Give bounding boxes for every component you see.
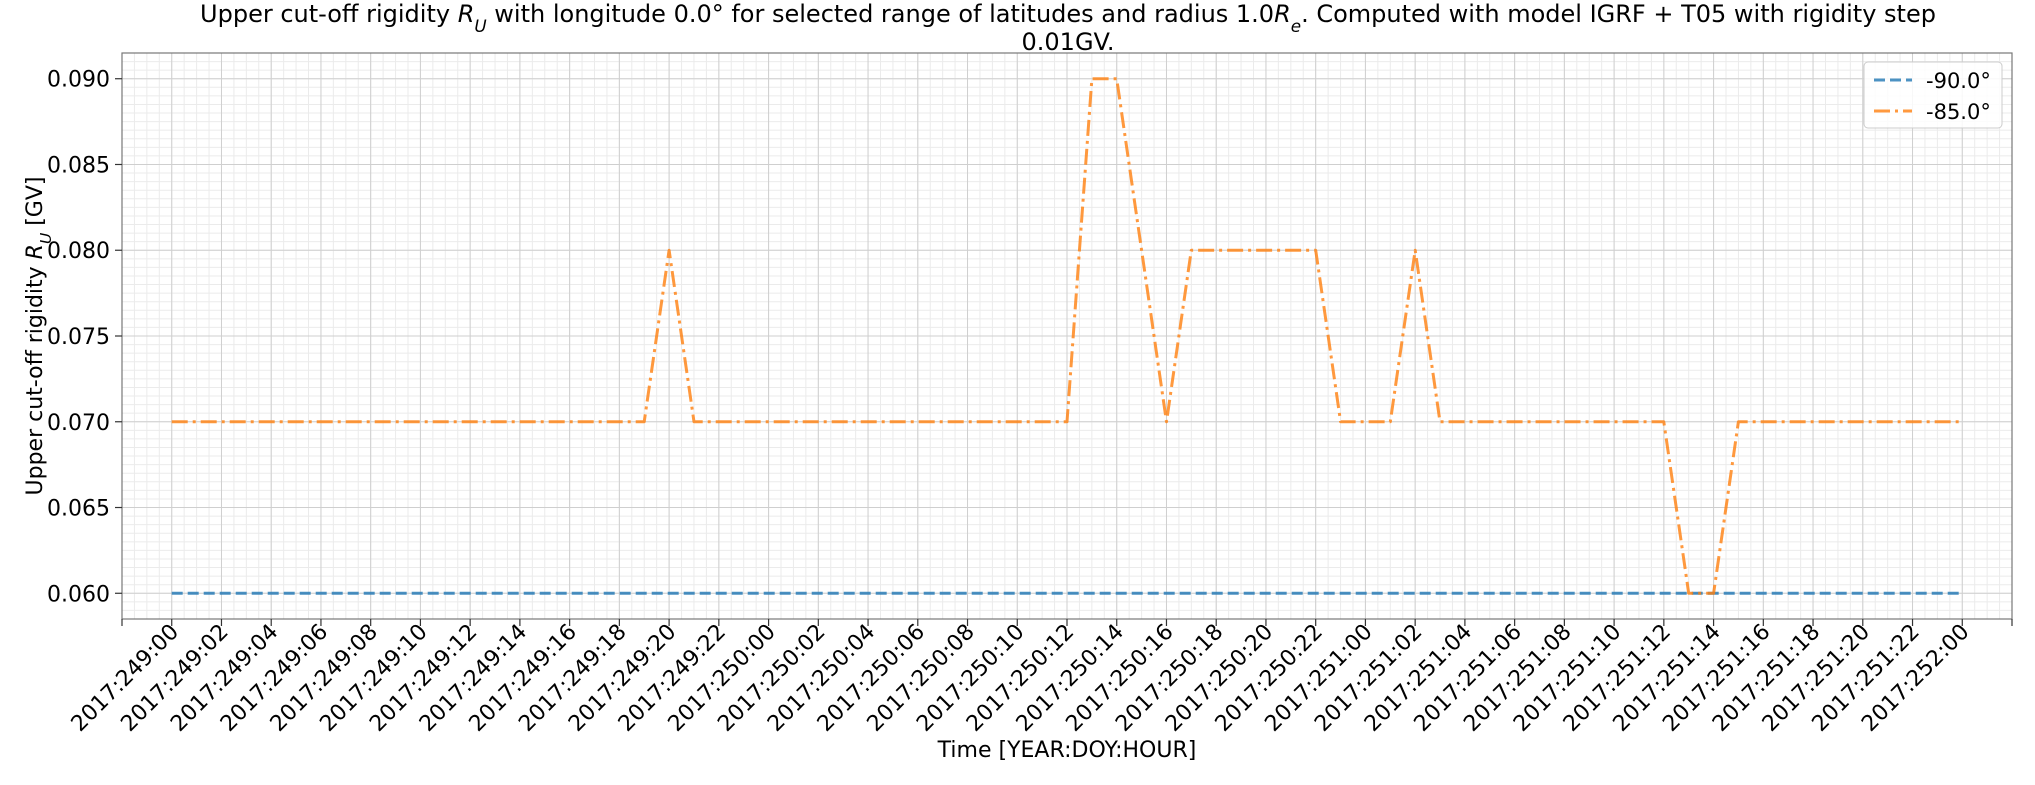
y-tick-label: 0.065 [47,497,110,522]
y-axis-label: Upper cut-off rigidity RU [GV] [23,176,55,495]
axis-labels: Time [YEAR:DOY:HOUR] Upper cut-off rigidi… [23,176,1196,763]
y-axis: 0.060 0.065 0.070 0.075 0.080 0.085 0.090 [47,68,122,607]
series-line-minus-85 [171,77,1963,595]
chart-title-line-2: 0.01GV. [1022,28,1115,56]
y-tick-label: 0.060 [47,582,110,607]
y-tick-label: 0.075 [47,325,110,350]
x-axis-label: Time [YEAR:DOY:HOUR] [937,738,1197,763]
y-tick-label: 0.080 [47,239,110,264]
legend-label: -90.0° [1926,69,1991,93]
chart-title-line-1: Upper cut-off rigidity RU with longitude… [200,0,1936,36]
major-grid [121,53,2013,619]
y-tick-label: 0.085 [47,153,110,178]
series-layer [171,77,1963,595]
y-axis-label-group: Upper cut-off rigidity RU [GV] [23,176,55,495]
legend: -90.0° -85.0° [1863,61,2003,129]
y-tick-label: 0.090 [47,68,110,93]
chart-title: Upper cut-off rigidity RU with longitude… [200,0,1936,56]
x-axis: 2017:249:002017:249:022017:249:042017:24… [67,619,2013,737]
y-tick-label: 0.070 [47,411,110,436]
legend-label: -85.0° [1926,100,1991,124]
